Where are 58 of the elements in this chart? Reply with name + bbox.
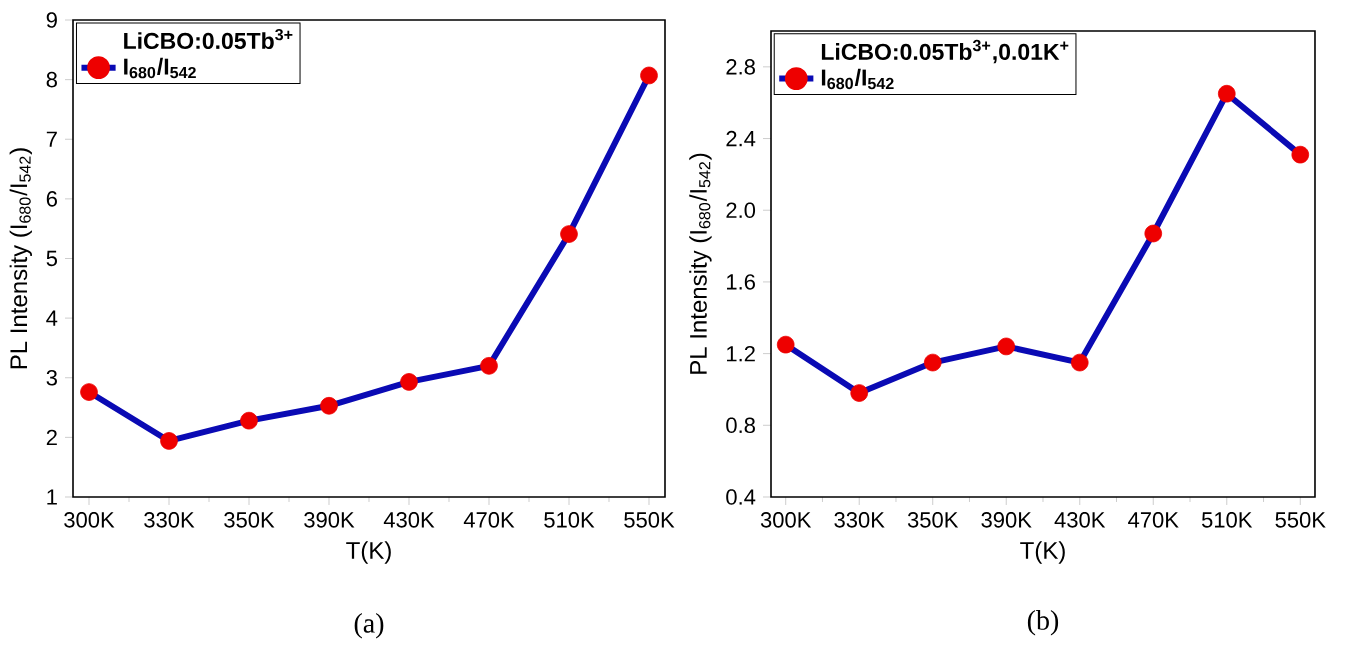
y-tick-label: 3 [46, 369, 57, 386]
y-axis-title: PL Intensity (I$_{680}$/I$_{542}$) [689, 153, 712, 374]
y-tick-label: 1.6 [727, 274, 755, 290]
legend-title: LiCBO:0.05Tb$^{3+}$,0.01K$^{+}$ [821, 39, 1069, 64]
point [1070, 353, 1089, 372]
x-axis-title: T(K) [346, 541, 391, 564]
x-tick-label: 510K [1201, 512, 1253, 528]
x-tick-label: 300K [64, 512, 115, 528]
point [160, 432, 178, 450]
y-tick-label: 1.2 [727, 345, 755, 362]
y-tick-label: 2.4 [726, 130, 756, 147]
point [776, 335, 795, 354]
legend-label: I$_{680}$/I$_{542}$ [821, 68, 894, 90]
point [1144, 224, 1163, 243]
text: (a) [354, 613, 384, 639]
point [320, 396, 338, 415]
x-tick-label: 390K [981, 512, 1032, 528]
y-tick-label: 4 [46, 310, 58, 326]
x-axis-title: T(K) [1020, 541, 1065, 564]
point [1217, 84, 1236, 103]
y-tick-label: 2.8 [726, 59, 755, 75]
point [997, 337, 1016, 356]
y-tick-label: 8 [46, 71, 57, 88]
y-tick-label: 7 [46, 131, 57, 147]
x-tick-label: 300K [760, 512, 812, 528]
x-tick-label: 470K [1128, 512, 1179, 528]
point [1291, 145, 1310, 164]
point [80, 383, 98, 401]
x-tick-label: 550K [624, 512, 675, 528]
x-tick-label: 510K [544, 512, 595, 528]
x-tick-label: 470K [463, 512, 515, 528]
y-tick-label: 1 [47, 489, 57, 505]
point [400, 373, 418, 391]
x-tick-label: 550K [1275, 512, 1326, 528]
legend-label: I$_{680}$/I$_{542}$ [124, 57, 196, 79]
x-tick-label: 350K [907, 512, 959, 528]
point [240, 411, 258, 430]
point [923, 353, 942, 372]
point [560, 225, 578, 243]
x-tick-label: 430K [1054, 512, 1106, 528]
y-tick-label: 5 [46, 250, 57, 267]
y-tick-label: 2 [46, 429, 57, 446]
x-tick-label: 430K [383, 512, 435, 528]
x-tick-label: 350K [224, 512, 275, 528]
x-tick-label: 330K [144, 512, 195, 528]
point [640, 66, 658, 85]
y-axis-title: PL Intensity (I$_{680}$/I$_{542}$) [9, 148, 32, 369]
point [850, 384, 869, 402]
x-tick-label: 330K [834, 512, 885, 528]
y-tick-label: 9 [46, 12, 57, 28]
y-tick-label: 0.4 [726, 489, 756, 505]
y-tick-label: 2.0 [726, 202, 756, 219]
y-tick-label: 6 [46, 191, 57, 207]
text: (b) [1027, 610, 1059, 636]
legend-title: LiCBO:0.05Tb$^{3+}$ [124, 28, 293, 50]
x-tick-label: 390K [304, 512, 355, 528]
y-tick-label: 0.8 [726, 417, 755, 434]
point [480, 357, 498, 375]
